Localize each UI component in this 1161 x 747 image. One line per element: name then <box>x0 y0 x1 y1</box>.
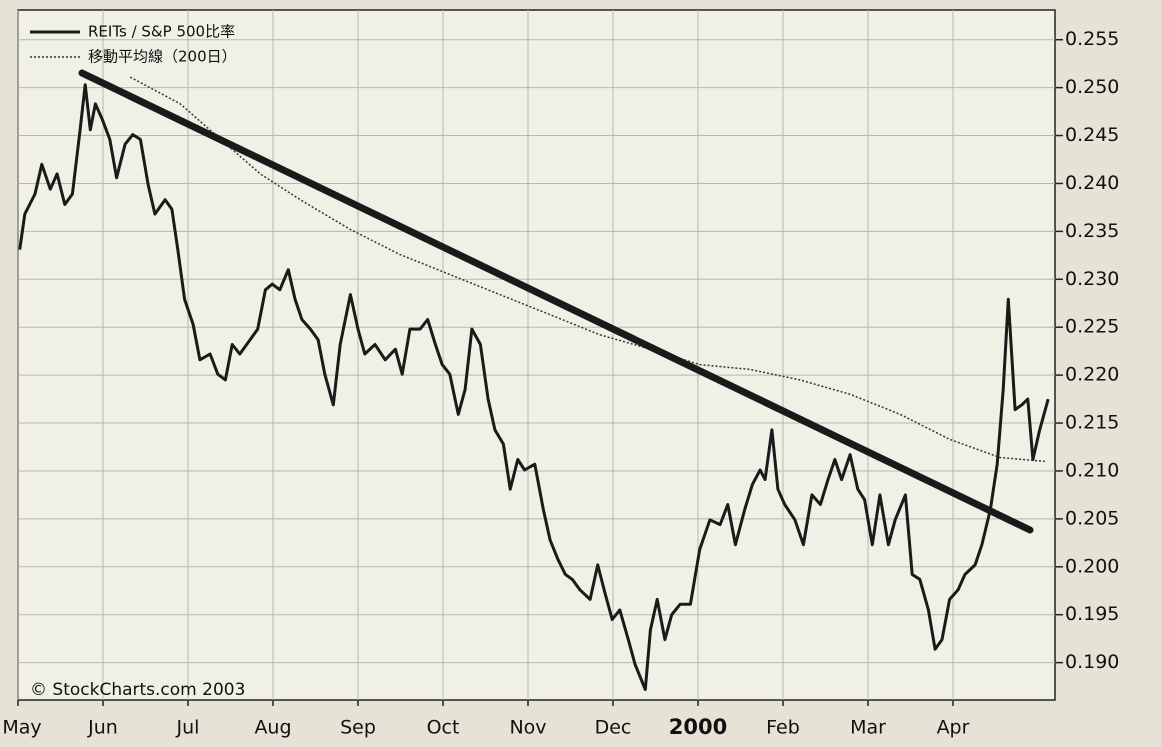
trend-line <box>78 69 1034 534</box>
y-tick-label: 0.220 <box>1065 364 1119 386</box>
y-tick-label: 0.200 <box>1065 555 1119 577</box>
x-tick-label: Sep <box>340 717 376 739</box>
y-tick-label: 0.210 <box>1065 459 1119 481</box>
y-tick-label: 0.250 <box>1065 76 1119 98</box>
y-tick-label: 0.205 <box>1065 507 1119 529</box>
legend-label: REITs / S&P 500比率 <box>88 23 235 41</box>
y-tick-label: 0.190 <box>1065 651 1119 673</box>
marks <box>18 76 1050 691</box>
y-tick-label: 0.225 <box>1065 316 1119 338</box>
x-tick-label: Jul <box>176 717 200 739</box>
x-tick-label: Feb <box>766 717 800 739</box>
x-tick-label: May <box>2 717 41 739</box>
y-tick-label: 0.230 <box>1065 268 1119 290</box>
y-tick-label: 0.215 <box>1065 412 1119 434</box>
y-tick-label: 0.255 <box>1065 28 1119 50</box>
x-tick-label: 2000 <box>669 715 727 739</box>
source: © StockCharts.com 2003 <box>30 680 245 700</box>
y-tick-label: 0.245 <box>1065 124 1119 146</box>
series-line <box>18 83 1050 691</box>
y-tick-label: 0.195 <box>1065 603 1119 625</box>
y-tick-label: 0.240 <box>1065 172 1119 194</box>
legend-label: 移動平均線（200日） <box>88 48 237 66</box>
x-tick-label: Nov <box>509 717 546 739</box>
x-tick-label: Apr <box>937 717 970 739</box>
x-tick-label: Dec <box>595 717 632 739</box>
x-tick-label: Aug <box>254 717 291 739</box>
x-tick-label: Mar <box>850 717 886 739</box>
grid <box>17 10 1063 706</box>
x-tick-label: Jun <box>87 717 118 739</box>
series-line <box>129 76 1045 463</box>
x-tick-label: Oct <box>427 717 460 739</box>
y-tick-label: 0.235 <box>1065 220 1119 242</box>
